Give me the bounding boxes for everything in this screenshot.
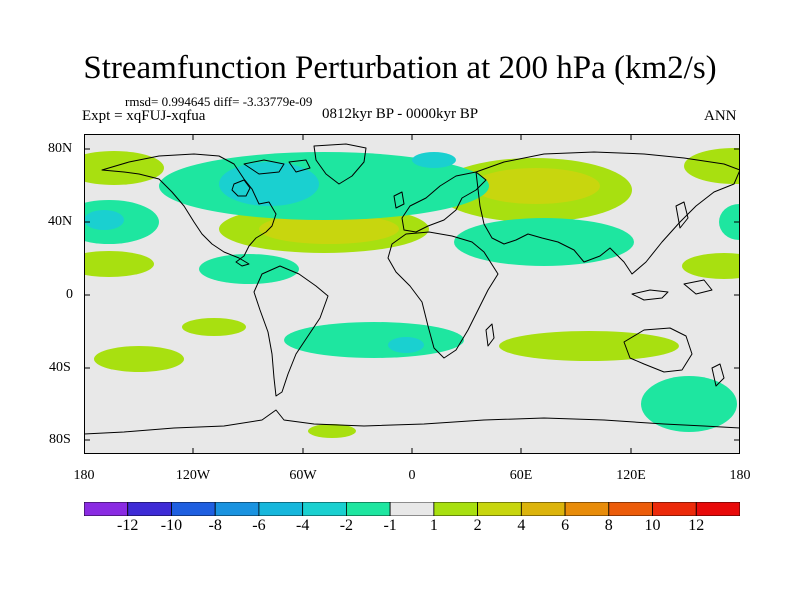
colorbar-box (127, 502, 172, 516)
coast-africa (387, 231, 499, 359)
anomaly-neg-southern (641, 376, 737, 432)
anomaly-neg-npac-east (719, 204, 740, 240)
map-ticks (84, 134, 740, 454)
map-title: Streamfunction Perturbation at 200 hPa (… (83, 50, 717, 86)
colorbar-label: 8 (604, 517, 613, 534)
colorbar-box (302, 502, 347, 516)
colorbar-box (389, 502, 435, 516)
colorbar-label: 10 (644, 517, 661, 534)
anomaly-pos-natl-core (259, 214, 399, 244)
coast-maritime (631, 279, 713, 301)
colorbar-label: 6 (561, 517, 570, 534)
lon-label-120e: 120E (616, 468, 646, 483)
lat-label-40n: 40N (48, 214, 73, 229)
coast-australia (623, 327, 693, 373)
coast-europe (401, 171, 487, 233)
colorbar-label: -1 (383, 517, 397, 534)
anomaly-neg-arctic-core (412, 152, 456, 168)
colorbar-label: -4 (295, 517, 310, 534)
anomaly-pos-npac-east (684, 148, 740, 184)
coastlines (84, 143, 740, 435)
lon-label-60w: 60W (289, 468, 317, 483)
colorbar-label: 12 (688, 517, 705, 534)
positive-anomalies (84, 148, 740, 438)
colorbar-label: -12 (117, 517, 139, 534)
colorbar-box (608, 502, 653, 516)
colorbar-label: 1 (429, 517, 438, 534)
lon-label-180e: 180 (729, 468, 751, 483)
anomaly-neg-asia (454, 218, 634, 266)
colorbar (84, 502, 740, 516)
coast-north-america (101, 153, 277, 267)
experiment-label: Expt = xqFUJ-xqfua (82, 108, 206, 124)
colorbar-label: 2 (473, 517, 482, 534)
anomaly-neg-tropical-atl (199, 254, 299, 284)
colorbar-box (433, 502, 478, 516)
colorbar-box (652, 502, 697, 516)
coast-antarctica (84, 409, 740, 435)
coast-greenland (313, 143, 367, 185)
colorbar-box (520, 502, 566, 516)
lon-label-0: 0 (408, 468, 416, 483)
colorbar-label: -6 (252, 517, 266, 534)
anomaly-pos-tropical-east (682, 253, 740, 279)
season-label: ANN (704, 108, 737, 124)
anomaly-pos-tropical-west (84, 251, 154, 277)
coast-arctic-islands (243, 159, 311, 175)
anomaly-neg-satl-core (388, 337, 424, 353)
anomaly-neg-canada-core (219, 162, 319, 206)
coast-japan (675, 201, 689, 229)
period-label: 0812kyr BP - 0000kyr BP (322, 106, 479, 122)
lat-label-80s: 80S (49, 432, 71, 447)
anomaly-neg-npac-west-core (84, 210, 124, 230)
anomaly-pos-antarctic (308, 424, 356, 438)
colorbar-box (171, 502, 216, 516)
colorbar-box (214, 502, 260, 516)
lon-label-180w: 180 (73, 468, 95, 483)
anomaly-pos-eurasia-core (472, 168, 600, 204)
lon-label-60e: 60E (509, 468, 533, 483)
colorbar-box (345, 502, 391, 516)
lat-label-40s: 40S (49, 360, 71, 375)
map-panel (84, 134, 740, 454)
colorbar-box (564, 502, 610, 516)
coast-hudson-bay (231, 179, 251, 197)
colorbar-label: 4 (517, 517, 526, 534)
colorbar-label: -10 (160, 517, 183, 534)
stats-text: rmsd= 0.994645 diff= -3.33779e-09 (125, 94, 313, 109)
anomaly-neg-satl (284, 322, 464, 358)
colorbar-box (84, 502, 129, 516)
coast-asia (475, 151, 740, 275)
coast-uk (393, 191, 405, 209)
coast-south-america (253, 265, 329, 397)
lon-label-120w: 120W (175, 468, 211, 483)
colorbar-label: -2 (339, 517, 354, 534)
colorbar-label: -8 (208, 517, 222, 534)
negative-anomalies (84, 152, 740, 432)
coast-new-zealand (711, 363, 725, 387)
anomaly-pos-indian (499, 331, 679, 361)
colorbar-box (477, 502, 522, 516)
lat-label-80n: 80N (48, 141, 73, 156)
colorbar-box (695, 502, 740, 516)
anomaly-pos-spac (182, 318, 246, 336)
colorbar-box (258, 502, 304, 516)
coast-madagascar (485, 323, 495, 347)
lat-label-0: 0 (66, 287, 73, 302)
anomaly-pos-sw-pac (94, 346, 184, 372)
